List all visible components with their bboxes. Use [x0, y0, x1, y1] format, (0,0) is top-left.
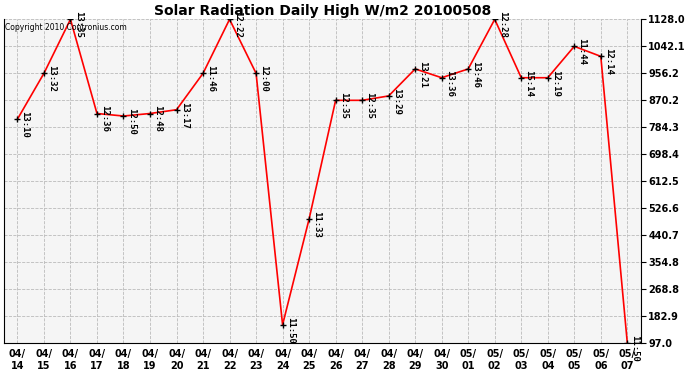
Text: 15:14: 15:14: [524, 70, 533, 96]
Text: 11:46: 11:46: [206, 65, 215, 92]
Text: 13:36: 13:36: [445, 70, 454, 96]
Text: 13:10: 13:10: [21, 111, 30, 138]
Text: 12:35: 12:35: [365, 92, 375, 119]
Text: Copyright 2010 Contronius.com: Copyright 2010 Contronius.com: [6, 22, 127, 32]
Text: 12:50: 12:50: [127, 108, 136, 135]
Text: 13:21: 13:21: [418, 61, 427, 88]
Text: 11:50: 11:50: [286, 316, 295, 344]
Text: 12:36: 12:36: [100, 105, 109, 132]
Text: 12:35: 12:35: [339, 92, 348, 119]
Text: 13:29: 13:29: [392, 88, 401, 115]
Text: 12:14: 12:14: [604, 48, 613, 75]
Text: 11:33: 11:33: [313, 211, 322, 238]
Text: 11:44: 11:44: [578, 38, 586, 65]
Text: 12:00: 12:00: [259, 65, 268, 92]
Text: 12:28: 12:28: [498, 11, 507, 38]
Text: 13:17: 13:17: [179, 102, 188, 129]
Text: 13:32: 13:32: [47, 65, 56, 92]
Title: Solar Radiation Daily High W/m2 20100508: Solar Radiation Daily High W/m2 20100508: [154, 4, 491, 18]
Text: 12:22: 12:22: [233, 11, 241, 38]
Text: 12:19: 12:19: [551, 70, 560, 96]
Text: 11:50: 11:50: [631, 335, 640, 362]
Text: 12:48: 12:48: [153, 105, 162, 132]
Text: 13:46: 13:46: [471, 61, 480, 88]
Text: 13:35: 13:35: [74, 11, 83, 38]
